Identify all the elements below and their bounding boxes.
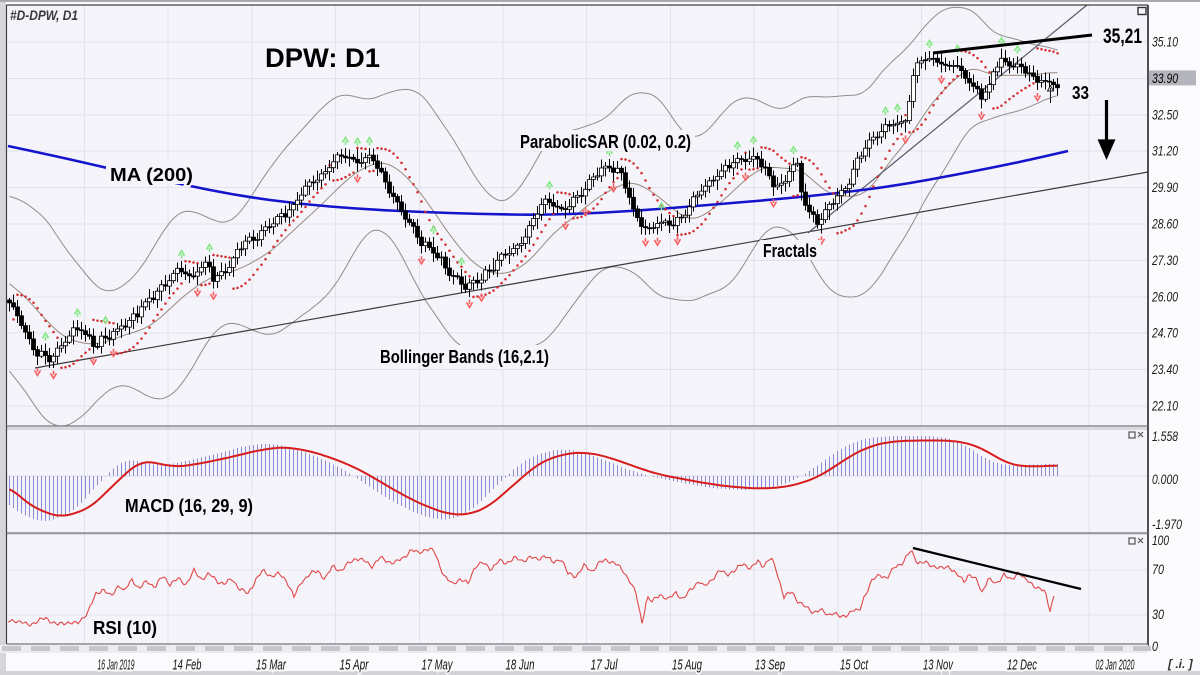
svg-text:28.60: 28.60 <box>1151 216 1178 232</box>
svg-text:16 Jan 2019: 16 Jan 2019 <box>98 658 135 674</box>
svg-text:[ .i. ]: [ .i. ] <box>1167 657 1194 671</box>
svg-text:17 May: 17 May <box>422 658 453 674</box>
svg-text:70: 70 <box>1152 561 1164 577</box>
svg-text:RSI (10): RSI (10) <box>93 618 157 638</box>
svg-text:27.30: 27.30 <box>1151 252 1178 268</box>
svg-text:30: 30 <box>1152 606 1164 622</box>
svg-text:0.000: 0.000 <box>1152 471 1178 487</box>
svg-text:22.10: 22.10 <box>1151 398 1178 414</box>
svg-text:15 Mar: 15 Mar <box>256 658 287 674</box>
svg-text:Bollinger Bands (16,2.1): Bollinger Bands (16,2.1) <box>380 347 549 367</box>
svg-text:02 Jan 2020: 02 Jan 2020 <box>1096 658 1135 674</box>
svg-text:100: 100 <box>1152 532 1169 548</box>
svg-text:33: 33 <box>1072 83 1089 103</box>
svg-text:13 Sep: 13 Sep <box>755 658 785 674</box>
svg-text:1.558: 1.558 <box>1152 428 1178 444</box>
svg-text:17 Jul: 17 Jul <box>591 658 619 674</box>
svg-text:15 Apr: 15 Apr <box>340 658 370 674</box>
svg-text:15 Aug: 15 Aug <box>672 658 702 674</box>
svg-text:29.90: 29.90 <box>1151 179 1178 195</box>
svg-text:15 Oct: 15 Oct <box>840 658 869 674</box>
svg-text:14 Feb: 14 Feb <box>173 658 202 674</box>
svg-text:26.00: 26.00 <box>1151 288 1178 304</box>
svg-text:-1.970: -1.970 <box>1152 516 1182 532</box>
svg-text:18 Jun: 18 Jun <box>506 658 535 674</box>
svg-text:13 Nov: 13 Nov <box>923 658 953 674</box>
svg-text:33.90: 33.90 <box>1152 70 1178 86</box>
svg-text:32.50: 32.50 <box>1152 106 1178 122</box>
svg-text:DPW: D1: DPW: D1 <box>265 43 380 73</box>
svg-text:Fractals: Fractals <box>763 241 817 261</box>
svg-text:#D-DPW, D1: #D-DPW, D1 <box>10 7 78 23</box>
svg-text:0: 0 <box>1152 638 1158 654</box>
svg-text:35,21: 35,21 <box>1103 25 1142 48</box>
svg-text:24.70: 24.70 <box>1151 325 1178 341</box>
svg-text:35.10: 35.10 <box>1152 34 1178 50</box>
svg-text:31.20: 31.20 <box>1152 143 1178 159</box>
svg-text:MACD (16, 29, 9): MACD (16, 29, 9) <box>125 496 253 516</box>
svg-text:12 Dec: 12 Dec <box>1007 658 1037 674</box>
svg-text:ParabolicSAR (0.02, 0.2): ParabolicSAR (0.02, 0.2) <box>520 132 691 152</box>
svg-text:MA (200): MA (200) <box>110 165 193 185</box>
svg-text:23.40: 23.40 <box>1151 361 1178 377</box>
